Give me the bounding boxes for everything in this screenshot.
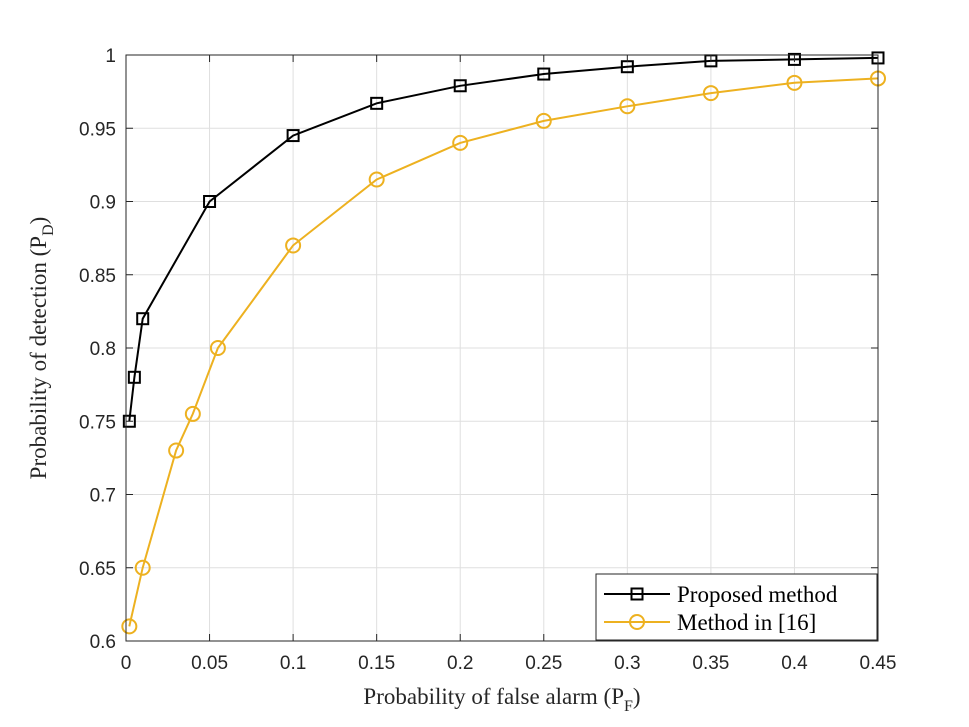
series-line <box>128 56 879 422</box>
legend-entry-proposed: Proposed method <box>604 582 838 607</box>
data-point-circle <box>168 442 185 459</box>
x-tick-label: 0 <box>121 653 132 674</box>
data-point-square <box>127 370 141 384</box>
x-tick-label: 0.3 <box>614 653 640 674</box>
legend-box <box>595 573 878 641</box>
data-point-square <box>537 67 551 81</box>
data-point-square <box>203 195 217 208</box>
x-tick-label: 0.45 <box>860 653 897 674</box>
legend-circle-marker <box>629 614 645 630</box>
series-method-16 <box>121 70 886 635</box>
data-point-square <box>370 96 384 110</box>
data-point-square <box>286 129 300 143</box>
y-tick-label: 0.95 <box>79 119 116 140</box>
x-tick-label: 0.05 <box>191 653 228 674</box>
x-tick-label: 0.4 <box>781 653 808 674</box>
data-point-circle <box>535 112 552 129</box>
ticks <box>125 54 879 642</box>
data-point-square <box>453 79 467 93</box>
data-point-circle <box>619 98 636 115</box>
y-tick-label: 0.75 <box>79 412 116 433</box>
data-point-square <box>787 52 801 66</box>
data-point-square <box>122 414 136 428</box>
x-tick-label: 0.2 <box>447 653 473 674</box>
data-point-circle <box>285 237 302 254</box>
x-tick-label: 0.35 <box>692 653 729 674</box>
tick-labels: 0 0.05 0.1 0.15 0.2 0.25 0.3 0.35 0.4 0.45 0.6 0.65… <box>79 46 896 674</box>
data-point-square <box>136 312 150 326</box>
x-tick-label: 0.1 <box>280 653 306 674</box>
x-tick-label: 0.15 <box>358 653 395 674</box>
legend-entry-method16: Method in [16] <box>604 610 816 635</box>
y-tick-label: 0.65 <box>79 559 116 580</box>
data-point-circle <box>452 134 469 151</box>
legend-square-marker <box>630 587 644 601</box>
y-tick-label: 0.9 <box>90 193 116 214</box>
x-axis-label: Probability of false alarm (PF) <box>363 684 640 715</box>
y-tick-label: 0.8 <box>90 339 116 360</box>
data-point-circle <box>786 74 803 91</box>
y-tick-label: 0.7 <box>90 486 116 507</box>
data-point-circle <box>702 85 719 102</box>
x-tick-label: 0.25 <box>525 653 562 674</box>
y-tick-label: 0.6 <box>90 632 116 653</box>
y-tick-label: 1 <box>105 46 116 67</box>
legend-label-method16: Method in [16] <box>677 610 816 635</box>
series-line <box>128 77 879 627</box>
y-axis-label: Probability of detection (PD) <box>26 217 57 480</box>
data-point-circle <box>134 559 151 576</box>
legend: Proposed method Method in [16] <box>595 573 878 641</box>
data-point-circle <box>368 171 385 188</box>
data-point-circle <box>121 618 138 635</box>
data-point-circle <box>184 405 201 422</box>
legend-label-proposed: Proposed method <box>677 582 838 607</box>
y-tick-label: 0.85 <box>79 266 116 287</box>
data-point-circle <box>209 340 226 356</box>
